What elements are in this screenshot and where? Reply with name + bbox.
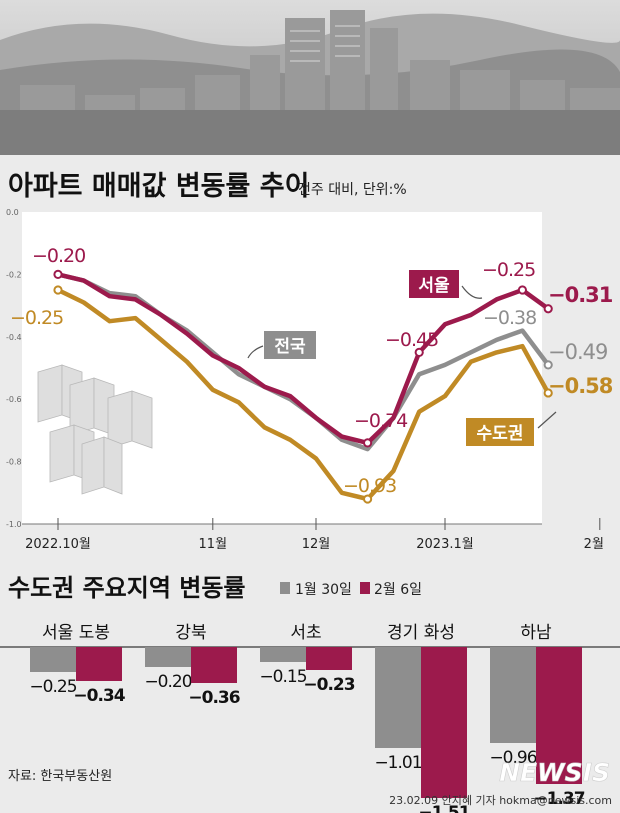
bar-category-label: 서초 <box>290 623 321 643</box>
legend-jan30-swatch <box>280 582 290 594</box>
bar-chart: 수도권 주요지역 변동률 1월 30일 2월 6일 서울 도봉 강북 서초 경기 화성… <box>0 574 620 813</box>
label-national-peak: −0.38 <box>483 307 536 329</box>
legend-seoul-box <box>409 270 459 298</box>
legend-national: 전국 <box>247 331 316 359</box>
y-axis: 0.0 -0.2 -0.4 -0.6 -0.8 -1.0 <box>6 208 22 529</box>
source-text: 자료: 한국부동산원 <box>8 769 112 784</box>
series-line-2 <box>55 287 551 502</box>
line-chart-title: 아파트 매매값 변동률 추이 <box>8 171 309 202</box>
bar-1 <box>191 647 237 683</box>
y-tick-label: -0.8 <box>6 458 22 467</box>
legend-capital-label: 수도권 <box>477 424 524 444</box>
bar-value-label: −0.20 <box>144 672 191 692</box>
bar-value-label: −0.25 <box>29 677 76 697</box>
legend-feb6-swatch <box>360 582 370 594</box>
bar-categories: 서울 도봉 강북 서초 경기 화성 하남 <box>42 623 552 643</box>
series-line-0 <box>55 272 551 446</box>
legend-feb6-label: 2월 6일 <box>374 582 422 598</box>
bar-value-label: −1.51 <box>418 803 469 813</box>
newsis-logo: NEWSIS <box>499 758 610 787</box>
label-seoul-start: −0.20 <box>32 245 85 267</box>
label-seoul-jan: −0.45 <box>385 329 438 351</box>
series-point <box>517 285 528 295</box>
apartment-building-icon <box>37 364 153 495</box>
bar-value-label: −1.37 <box>533 789 584 809</box>
bar-1 <box>421 647 467 798</box>
legend-national-arrow <box>247 345 264 359</box>
x-tick-label: 2023.1월 <box>416 537 473 552</box>
bars: −0.25−0.34 −0.20−0.36 −0.15−0.23 −1.01 −1.51… <box>29 647 586 813</box>
city-skyline-photo <box>0 0 620 155</box>
bar-value-label: −0.36 <box>188 688 239 708</box>
legend-national-box <box>264 331 316 359</box>
bar-0 <box>375 647 421 748</box>
legend-jan30-label: 1월 30일 <box>295 582 352 598</box>
legend-seoul: 서울 <box>409 270 483 299</box>
bar-category-label: 강북 <box>175 623 206 643</box>
line-chart: 아파트 매매값 변동률 추이 전주 대비, 단위:% 0.0 -0.2 -0.4 -0… <box>6 171 614 552</box>
series-point <box>363 494 373 504</box>
series-point <box>53 285 63 295</box>
label-capital-end: −0.58 <box>548 374 613 398</box>
bar-value-label: −0.15 <box>259 667 306 687</box>
series-point <box>543 304 553 314</box>
label-national-end: −0.49 <box>548 340 607 364</box>
series-lines <box>53 269 553 504</box>
x-tick-label: 11월 <box>199 537 228 552</box>
bar-0 <box>30 647 76 672</box>
legend-capital-box <box>466 418 534 446</box>
series-point <box>414 347 424 357</box>
bar-value-label: −0.34 <box>73 686 125 706</box>
series-point <box>543 360 553 370</box>
legend-capital-arrow <box>537 411 557 429</box>
series-point <box>543 388 553 398</box>
series-point <box>363 438 373 448</box>
bar-0 <box>490 647 536 743</box>
bar-1 <box>306 647 352 670</box>
x-tick-label: 2022.10월 <box>25 537 91 552</box>
y-tick-label: -0.2 <box>6 270 22 279</box>
bar-1 <box>536 647 582 784</box>
label-capital-min: −0.93 <box>343 475 396 497</box>
y-tick-label: 0.0 <box>6 208 19 217</box>
bar-category-label: 하남 <box>520 623 552 643</box>
x-tick-label: 2월 <box>584 537 604 552</box>
bar-category-label: 서울 도봉 <box>42 623 110 643</box>
y-tick-label: -1.0 <box>6 520 22 529</box>
legend-national-label: 전국 <box>274 337 306 357</box>
legend-seoul-arrow <box>461 285 483 299</box>
bar-value-label: −0.23 <box>303 675 354 695</box>
series-point <box>53 269 63 279</box>
x-tick-label: 12월 <box>302 537 331 552</box>
y-tick-label: -0.6 <box>6 395 22 404</box>
bar-value-label: −0.96 <box>489 748 536 768</box>
legend-capital: 수도권 <box>466 411 557 446</box>
bar-1 <box>76 647 122 681</box>
label-seoul-min: −0.74 <box>354 410 408 432</box>
line-chart-subtitle: 전주 대비, 단위:% <box>298 182 407 198</box>
bar-0 <box>145 647 191 667</box>
credit-text: 23.02.09 안지혜 기자 hokma@newsis.com <box>389 794 612 807</box>
label-seoul-peak: −0.25 <box>482 259 535 281</box>
bar-category-label: 경기 화성 <box>387 623 455 643</box>
label-capital-start: −0.25 <box>10 307 63 329</box>
legend-seoul-label: 서울 <box>418 276 450 296</box>
label-seoul-end: −0.31 <box>548 283 613 307</box>
bar-0 <box>260 647 306 662</box>
y-tick-label: -0.4 <box>6 333 22 342</box>
bar-value-label: −1.01 <box>374 753 421 773</box>
bar-chart-title: 수도권 주요지역 변동률 <box>8 574 246 602</box>
x-axis: 2022.10월 11월 12월 2023.1월 2월 <box>22 518 604 552</box>
